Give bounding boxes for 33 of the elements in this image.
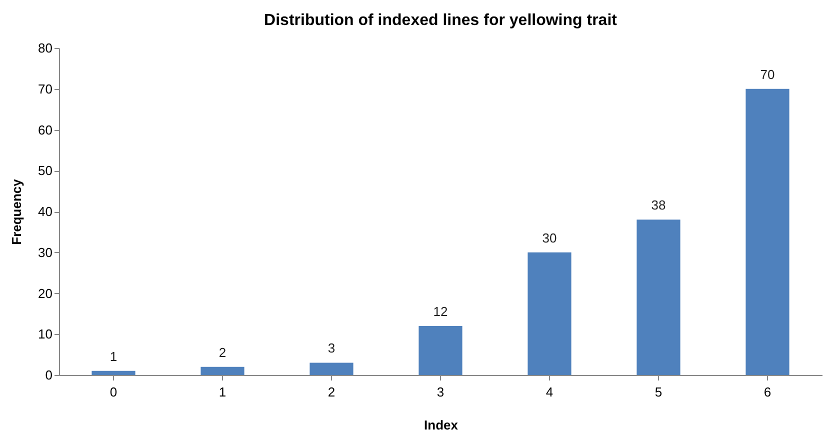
chart-title: Distribution of indexed lines for yellowing trait [264,12,618,29]
bar [418,326,462,375]
y-tick-label: 80 [38,40,52,56]
data-label: 70 [760,66,775,82]
data-label: 1 [110,348,118,364]
x-tick-label: 0 [110,384,118,400]
data-label: 3 [328,340,336,356]
y-tick-label: 20 [38,286,52,301]
y-tick-label: 30 [38,244,52,260]
x-tick-label: 5 [654,384,662,400]
data-label: 30 [542,230,557,246]
x-tick-label: 3 [436,384,444,400]
bar [636,220,680,375]
data-label: 38 [651,198,666,213]
bar [92,370,136,375]
data-label: 2 [218,344,226,360]
x-tick-label: 2 [328,384,336,400]
x-tick-label: 1 [218,384,226,400]
y-tick-label: 60 [38,122,52,138]
y-tick-label: 0 [45,368,52,382]
x-tick-label: 4 [546,384,554,400]
bar [200,366,244,375]
bar [310,362,354,375]
bar [746,88,790,375]
x-tick-label: 6 [764,384,772,400]
y-tick-label: 50 [38,163,52,178]
y-axis-title: Frequency [9,178,24,245]
y-tick-label: 40 [38,204,52,219]
y-tick-label: 10 [38,326,52,342]
x-axis-title: Index [424,418,459,432]
y-tick-label: 70 [38,81,52,96]
data-label: 12 [433,304,448,319]
bar [528,252,572,375]
